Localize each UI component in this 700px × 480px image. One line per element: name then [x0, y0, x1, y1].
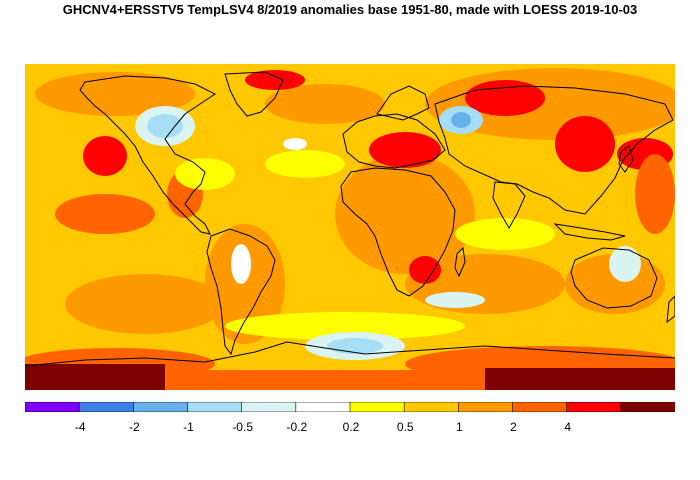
legend-swatch: [187, 402, 243, 412]
anomaly-patch: [635, 154, 675, 234]
legend-swatch: [78, 402, 135, 412]
anomaly-patch: [327, 338, 383, 354]
coast-africa: [340, 167, 456, 297]
color-legend-bar: [25, 402, 675, 412]
coast-new-zealand: [666, 295, 675, 324]
legend-tick-label: 4: [564, 420, 571, 434]
anomaly-patch: [175, 158, 235, 190]
coast-india: [492, 181, 526, 230]
anomaly-patch: [55, 194, 155, 234]
legend-tick-label: 0.2: [342, 420, 360, 434]
legend-swatch: [566, 402, 622, 412]
legend-swatch: [512, 402, 568, 412]
anomaly-patch: [205, 224, 285, 344]
legend-tick-label: 1: [455, 420, 463, 434]
anomaly-patch: [265, 84, 385, 124]
legend-tick-label: 0.5: [396, 420, 414, 434]
anomaly-patch: [245, 70, 305, 90]
anomaly-patch: [335, 154, 475, 274]
coast-madagascar: [454, 246, 466, 278]
color-legend: [25, 402, 675, 412]
legend-tick-label: -2: [128, 420, 140, 434]
anomaly-patch: [609, 246, 641, 282]
anomaly-patch: [555, 116, 615, 172]
legend-swatch: [349, 402, 405, 412]
coast-asia: [434, 85, 674, 215]
anomaly-patch: [35, 72, 195, 116]
legend-tick-label: 2: [510, 420, 517, 434]
coast-north-america: [79, 75, 216, 235]
legend-tick-label: -4: [74, 420, 86, 434]
anomaly-fields: [25, 64, 675, 390]
anomaly-patch: [65, 274, 225, 334]
coastlines: [25, 71, 675, 367]
legend-swatch: [458, 402, 514, 412]
anomaly-patch: [485, 368, 675, 390]
anomaly-patch: [451, 112, 471, 128]
legend-swatch: [620, 402, 675, 412]
legend-tick-label: -0.2: [286, 420, 308, 434]
coast-greenland: [224, 71, 284, 117]
map-title: GHCNV4+ERSSTV5 TempLSV4 8/2019 anomalies…: [62, 2, 638, 17]
legend-swatch: [133, 402, 189, 412]
legend-swatch: [295, 402, 351, 412]
legend-swatch: [25, 402, 80, 412]
anomaly-patch: [283, 138, 307, 150]
anomaly-patch: [425, 292, 485, 308]
legend-swatch: [241, 402, 297, 412]
anomaly-patch: [225, 312, 465, 340]
coast-scandinavia: [376, 85, 430, 121]
legend-tick-labels: -4 -2 -1 -0.5 -0.2 0.2 0.5 1 2 4: [0, 420, 700, 440]
legend-tick-label: -0.5: [232, 420, 253, 434]
coast-japan: [618, 145, 634, 173]
anomaly-patch: [25, 364, 165, 390]
coast-antarctica: [25, 341, 675, 367]
anomaly-patch: [231, 244, 251, 284]
coast-indonesia: [553, 223, 626, 241]
legend-tick-label: -1: [183, 420, 194, 434]
coast-south-america: [206, 228, 276, 356]
anomaly-map: [25, 64, 675, 390]
anomaly-patch: [83, 136, 127, 176]
anomaly-patch: [165, 370, 485, 390]
legend-swatch: [403, 402, 460, 412]
anomaly-patch: [455, 218, 555, 250]
coast-australia: [570, 247, 658, 309]
anomaly-patch: [409, 256, 441, 284]
anomaly-patch: [369, 132, 441, 168]
anomaly-map-canvas: [25, 64, 675, 390]
anomaly-patch: [147, 114, 183, 138]
anomaly-patch: [265, 150, 345, 178]
coast-europe: [342, 113, 446, 169]
